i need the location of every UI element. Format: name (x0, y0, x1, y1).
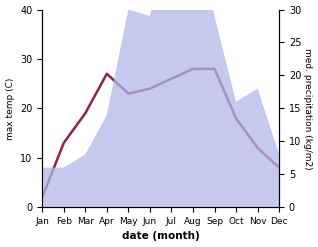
Y-axis label: med. precipitation (kg/m2): med. precipitation (kg/m2) (303, 48, 313, 169)
X-axis label: date (month): date (month) (122, 231, 199, 242)
Y-axis label: max temp (C): max temp (C) (5, 77, 15, 140)
